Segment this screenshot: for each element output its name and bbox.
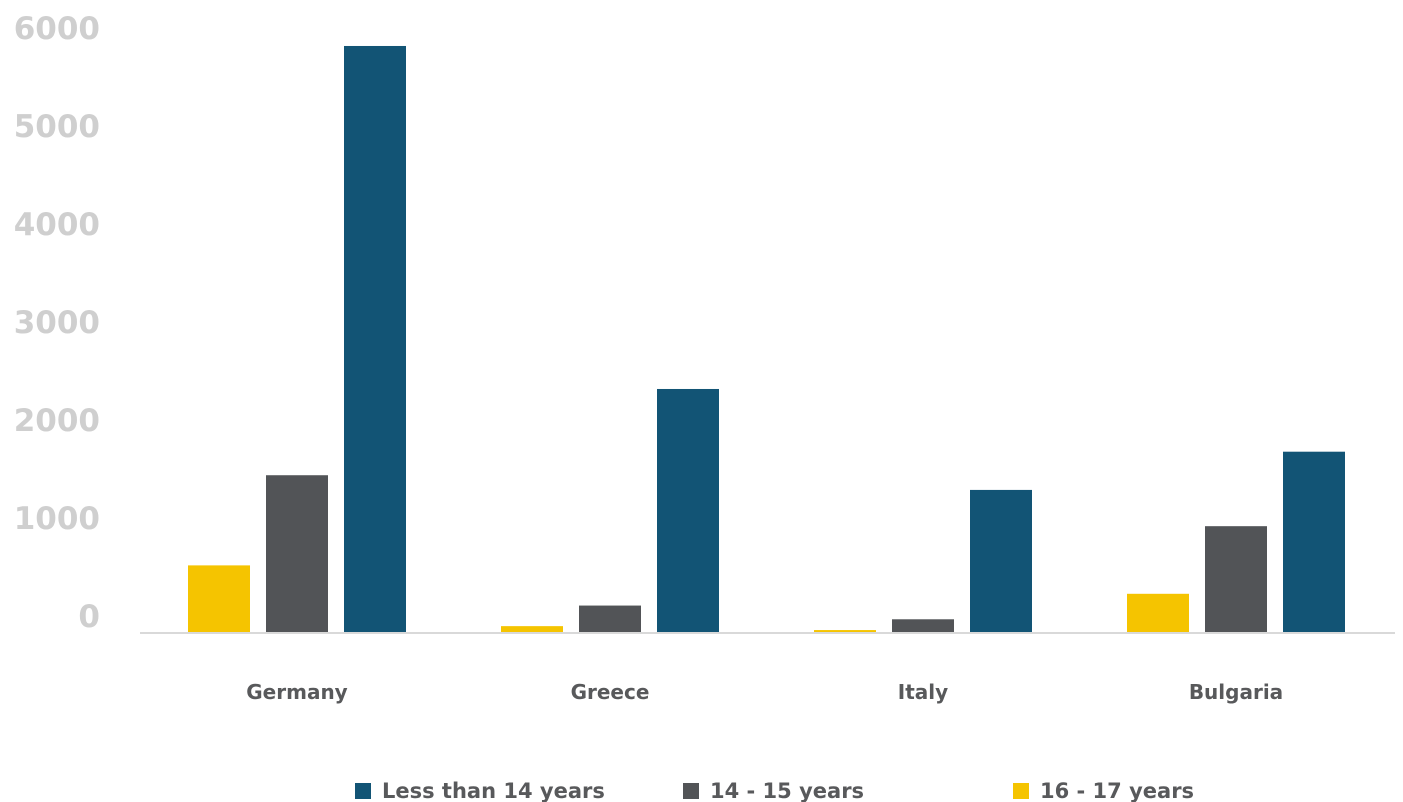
legend-swatch bbox=[1013, 783, 1029, 799]
bar-germany-2 bbox=[344, 45, 406, 634]
y-tick-label: 0 bbox=[78, 599, 100, 635]
legend-label: 14 - 15 years bbox=[710, 779, 864, 802]
bar-bulgaria-0 bbox=[1127, 593, 1189, 633]
y-tick-label: 4000 bbox=[14, 207, 100, 243]
x-tick-label: Greece bbox=[571, 680, 650, 704]
plot-area bbox=[188, 45, 1345, 634]
x-tick-label: Italy bbox=[898, 680, 948, 704]
bar-greece-0 bbox=[501, 626, 563, 633]
bar-bulgaria-2 bbox=[1283, 451, 1345, 633]
bar-greece-2 bbox=[657, 388, 719, 633]
bar-greece-1 bbox=[579, 605, 641, 633]
legend-swatch bbox=[355, 783, 371, 799]
x-tick-label: Bulgaria bbox=[1189, 680, 1283, 704]
y-tick-label: 6000 bbox=[14, 11, 100, 47]
y-tick-label: 3000 bbox=[14, 305, 100, 341]
bar-germany-0 bbox=[188, 565, 250, 633]
bar-bulgaria-1 bbox=[1205, 526, 1267, 633]
y-tick-label: 1000 bbox=[14, 501, 100, 537]
bar-germany-1 bbox=[266, 475, 328, 633]
legend-label: 16 - 17 years bbox=[1040, 779, 1194, 802]
bar-italy-1 bbox=[892, 619, 954, 633]
bar-italy-0 bbox=[814, 630, 876, 633]
legend-swatch bbox=[683, 783, 699, 799]
x-axis: Germany Greece Italy Bulgaria bbox=[246, 680, 1283, 704]
y-axis: 0 1000 2000 3000 4000 5000 6000 bbox=[14, 11, 100, 635]
bar-italy-2 bbox=[970, 489, 1032, 633]
legend: Less than 14 years 14 - 15 years 16 - 17 y… bbox=[355, 779, 1194, 802]
x-tick-label: Germany bbox=[246, 680, 347, 704]
y-tick-label: 5000 bbox=[14, 109, 100, 145]
y-tick-label: 2000 bbox=[14, 403, 100, 439]
legend-label: Less than 14 years bbox=[382, 779, 605, 802]
